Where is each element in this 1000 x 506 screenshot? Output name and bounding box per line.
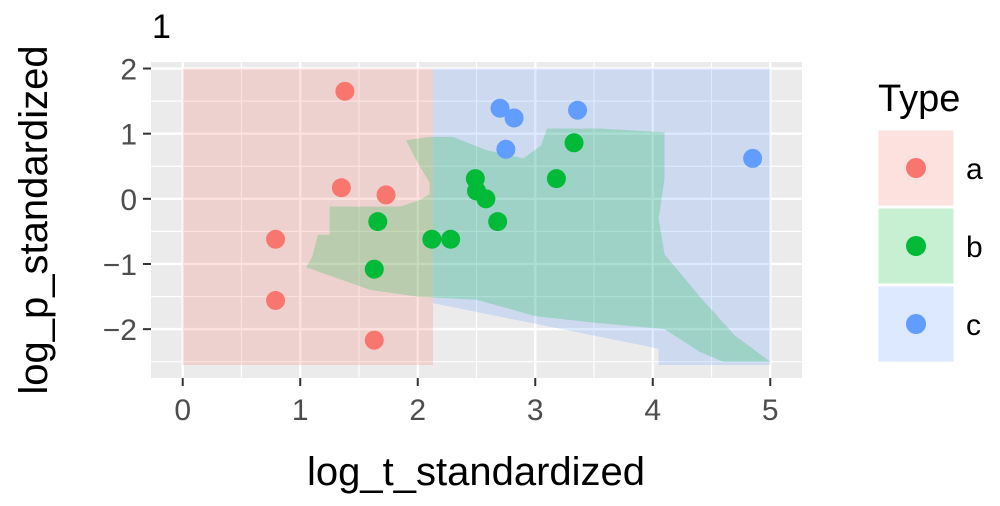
grid: [151, 62, 802, 378]
point-c: [490, 98, 510, 118]
y-tick-label: −1: [103, 249, 137, 282]
x-tick-label: 3: [527, 394, 544, 427]
y-axis-title: log_p_standardized: [12, 45, 56, 394]
facet-title: 1: [152, 8, 171, 46]
x-tick-label: 5: [762, 394, 779, 427]
x-tick-label: 0: [174, 394, 191, 427]
legend-label-c: c: [966, 309, 981, 342]
y-tick-label: 0: [120, 184, 137, 217]
x-axis-title: log_t_standardized: [307, 450, 645, 494]
legend-title: Type: [878, 78, 960, 120]
y-tick-label: 2: [120, 54, 137, 87]
x-axis-ticks: 0 1 2 3 4 5: [174, 378, 779, 427]
y-axis-ticks: 2 1 0 −1 −2: [103, 54, 151, 347]
point-b: [441, 229, 461, 249]
legend-label-b: b: [966, 231, 983, 264]
point-a: [331, 178, 351, 198]
point-b: [368, 212, 388, 232]
point-b: [422, 229, 442, 249]
x-tick-label: 4: [644, 394, 661, 427]
x-tick-label: 2: [409, 394, 426, 427]
region-b: [306, 128, 771, 362]
point-c: [568, 100, 588, 120]
point-b: [476, 189, 496, 209]
decision-regions: [182, 68, 771, 365]
y-tick-label: 1: [120, 119, 137, 152]
region-c: [433, 68, 771, 365]
legend-label-a: a: [966, 153, 983, 186]
point-a: [266, 229, 286, 249]
point-b: [564, 133, 584, 153]
point-b: [488, 212, 508, 232]
legend-swatch-a: [906, 158, 926, 178]
legend-swatch-b: [906, 236, 926, 256]
point-a: [364, 330, 384, 350]
y-tick-label: −2: [103, 314, 137, 347]
point-a: [266, 290, 286, 310]
point-c: [496, 139, 516, 159]
point-c: [504, 108, 524, 128]
legend: Type a b c: [877, 78, 983, 363]
region-a: [182, 68, 433, 365]
legend-swatch-c: [906, 314, 926, 334]
point-b: [364, 259, 384, 279]
data-points: [266, 81, 763, 350]
point-c: [743, 148, 763, 168]
x-tick-label: 1: [292, 394, 309, 427]
point-a: [376, 185, 396, 205]
point-a: [335, 81, 355, 101]
point-b: [546, 169, 566, 189]
